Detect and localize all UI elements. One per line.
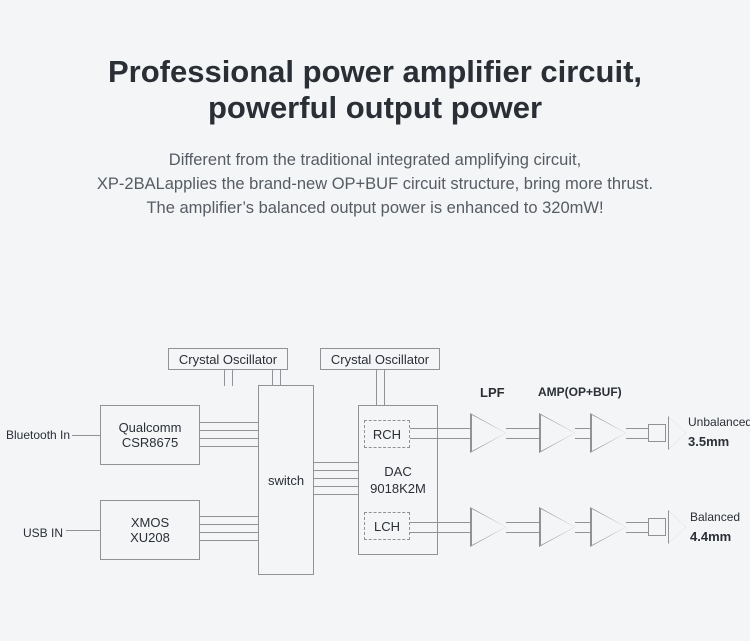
wire-h-29 xyxy=(626,522,648,523)
wire-h-11 xyxy=(314,470,358,471)
wire-h-22 xyxy=(506,532,539,533)
wire-h-16 xyxy=(410,438,470,439)
wire-h-1 xyxy=(66,530,100,531)
node-crystal2: Crystal Oscillator xyxy=(320,348,440,370)
wire-h-26 xyxy=(575,532,590,533)
wire-h-28 xyxy=(626,438,648,439)
wire-v-5 xyxy=(384,370,385,406)
node-crystal1-line-0: Crystal Oscillator xyxy=(179,352,277,367)
wire-h-24 xyxy=(575,438,590,439)
wire-h-21 xyxy=(506,522,539,523)
wire-h-2 xyxy=(200,422,258,423)
node-xmos-line-0: XMOS xyxy=(131,515,169,530)
label-bal: Balanced xyxy=(690,510,740,524)
label-bal_mm: 4.4mm xyxy=(690,529,731,544)
node-dac-line-1: 9018K2M xyxy=(370,481,426,496)
wire-h-12 xyxy=(314,478,358,479)
amp-triangle-5 xyxy=(590,507,626,547)
wire-h-13 xyxy=(314,486,358,487)
node-crystal2-line-0: Crystal Oscillator xyxy=(331,352,429,367)
wire-h-5 xyxy=(200,446,258,447)
wire-h-25 xyxy=(575,522,590,523)
subtitle-line-1: XP-2BALapplies the brand-new OP+BUF circ… xyxy=(97,175,653,193)
node-rch-line-0: RCH xyxy=(373,427,401,442)
node-dac-line-0: DAC xyxy=(384,464,411,479)
node-switch: switch xyxy=(258,385,314,575)
wire-v-4 xyxy=(376,370,377,406)
title-line2: powerful output power xyxy=(208,90,542,125)
wire-h-0 xyxy=(72,435,100,436)
wire-h-20 xyxy=(506,438,539,439)
label-unbal: Unbalanced xyxy=(688,415,750,429)
wire-h-15 xyxy=(410,428,470,429)
wire-h-18 xyxy=(410,532,470,533)
amp-triangle-3 xyxy=(539,507,575,547)
wire-h-9 xyxy=(200,540,258,541)
node-qualcomm-line-1: CSR8675 xyxy=(122,435,178,450)
wire-h-19 xyxy=(506,428,539,429)
amp-triangle-0 xyxy=(470,413,506,453)
node-lch: LCH xyxy=(364,512,410,540)
amp-triangle-1 xyxy=(470,507,506,547)
wire-h-23 xyxy=(575,428,590,429)
node-rch: RCH xyxy=(364,420,410,448)
node-crystal1: Crystal Oscillator xyxy=(168,348,288,370)
wire-v-3 xyxy=(280,370,281,386)
label-amp: AMP(OP+BUF) xyxy=(538,385,622,399)
wire-h-3 xyxy=(200,430,258,431)
node-xmos-line-1: XU208 xyxy=(130,530,170,545)
wire-h-14 xyxy=(314,494,358,495)
wire-h-10 xyxy=(314,462,358,463)
wire-h-6 xyxy=(200,516,258,517)
label-bt_in: Bluetooth In xyxy=(6,428,70,442)
label-unbal_mm: 3.5mm xyxy=(688,434,729,449)
label-usb_in: USB IN xyxy=(23,526,63,540)
page-title: Professional power amplifier circuit, po… xyxy=(0,0,750,125)
node-lch-line-0: LCH xyxy=(374,519,400,534)
title-line1: Professional power amplifier circuit, xyxy=(108,54,642,89)
node-qualcomm-line-0: Qualcomm xyxy=(119,420,182,435)
wire-h-7 xyxy=(200,524,258,525)
wire-v-1 xyxy=(232,370,233,386)
subtitle-line-0: Different from the traditional integrate… xyxy=(169,151,581,169)
amp-triangle-4 xyxy=(590,413,626,453)
node-xmos: XMOSXU208 xyxy=(100,500,200,560)
wire-h-17 xyxy=(410,522,470,523)
block-diagram: QualcommCSR8675 XMOSXU208 Crystal Oscillat… xyxy=(0,330,750,630)
wire-h-4 xyxy=(200,438,258,439)
subtitle-line-2: The amplifier’s balanced output power is… xyxy=(146,199,603,217)
label-lpf: LPF xyxy=(480,385,505,400)
node-qualcomm: QualcommCSR8675 xyxy=(100,405,200,465)
wire-v-2 xyxy=(272,370,273,386)
node-switch-line-0: switch xyxy=(268,473,304,488)
wire-h-27 xyxy=(626,428,648,429)
wire-h-8 xyxy=(200,532,258,533)
wire-h-30 xyxy=(626,532,648,533)
subtitle: Different from the traditional integrate… xyxy=(0,149,750,221)
amp-triangle-2 xyxy=(539,413,575,453)
wire-v-0 xyxy=(224,370,225,386)
